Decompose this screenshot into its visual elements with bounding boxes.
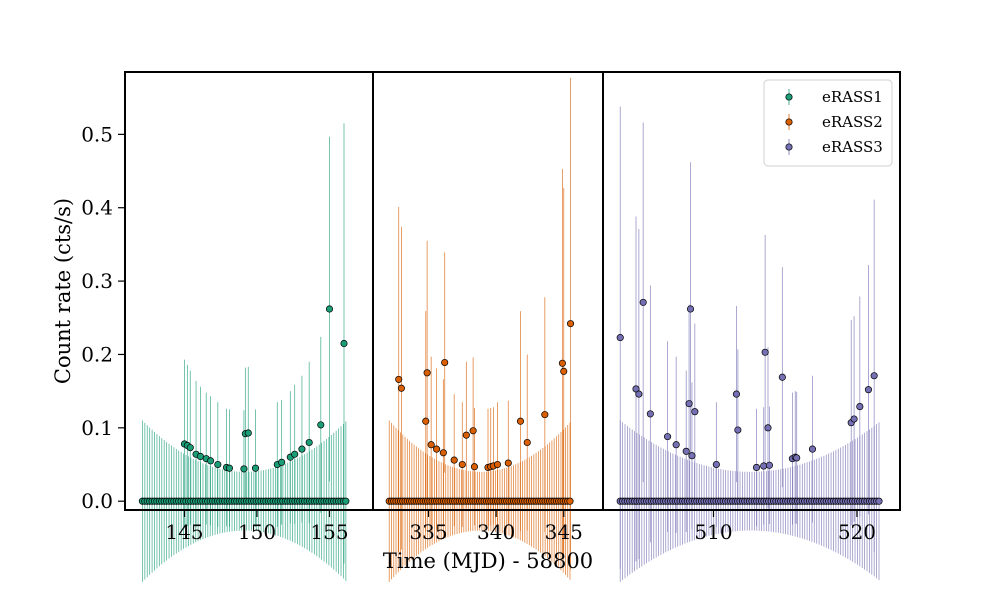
legend-marker bbox=[785, 118, 793, 126]
data-point bbox=[251, 464, 260, 472]
data-point bbox=[450, 456, 458, 464]
data-point bbox=[305, 438, 313, 447]
panels-layer: 145 150 155 335 340 345 510 520 bbox=[124, 71, 901, 582]
data-point bbox=[850, 415, 858, 423]
data-point-zero bbox=[342, 497, 350, 505]
data-point bbox=[317, 421, 325, 429]
data-point-zero bbox=[566, 497, 574, 505]
x-axis-label: Time (MJD) - 58800 bbox=[383, 549, 593, 573]
data-point bbox=[685, 400, 693, 408]
data-point bbox=[433, 445, 441, 453]
data-point-zero bbox=[875, 497, 883, 505]
panel-erass3: 510 520 bbox=[602, 71, 901, 582]
data-point bbox=[732, 390, 740, 398]
x-tick-label: 520 bbox=[838, 520, 876, 544]
x-tick-label: 155 bbox=[310, 520, 348, 544]
legend-label: eRASS2 bbox=[822, 113, 883, 131]
data-point bbox=[439, 449, 447, 457]
data-point bbox=[240, 465, 248, 473]
data-point bbox=[244, 429, 252, 437]
data-point bbox=[646, 410, 654, 418]
y-tick-label: 0.5 bbox=[81, 122, 113, 146]
y-tick-label: 0.1 bbox=[81, 416, 113, 440]
data-point bbox=[734, 426, 742, 434]
data-point bbox=[214, 460, 222, 469]
data-point bbox=[340, 339, 348, 348]
data-point bbox=[298, 445, 306, 453]
x-tick-label: 335 bbox=[409, 520, 447, 544]
data-point bbox=[566, 320, 575, 328]
data-point bbox=[207, 457, 215, 465]
data-point bbox=[516, 417, 525, 425]
legend-label: eRASS3 bbox=[822, 138, 883, 156]
data-point bbox=[325, 305, 334, 313]
data-point bbox=[196, 452, 204, 460]
x-tick-label: 150 bbox=[238, 520, 276, 544]
legend-item-erass1: eRASS1 bbox=[785, 88, 883, 106]
data-point bbox=[560, 367, 568, 375]
data-point bbox=[635, 390, 643, 398]
x-tick-label: 340 bbox=[477, 520, 515, 544]
x-tick-label: 345 bbox=[545, 520, 583, 544]
data-point bbox=[672, 441, 680, 449]
data-point bbox=[688, 452, 696, 460]
y-tick-label: 0.0 bbox=[81, 489, 113, 513]
data-point bbox=[760, 462, 768, 470]
data-point bbox=[395, 375, 403, 383]
data-point bbox=[458, 460, 466, 469]
data-point bbox=[427, 441, 435, 449]
data-point bbox=[441, 358, 449, 367]
data-point bbox=[278, 458, 286, 466]
data-point bbox=[793, 454, 801, 462]
data-point bbox=[808, 445, 817, 453]
data-point bbox=[470, 463, 479, 471]
data-point bbox=[764, 424, 772, 432]
y-tick-label: 0.2 bbox=[81, 342, 113, 366]
data-point bbox=[493, 460, 502, 469]
data-point bbox=[761, 348, 769, 356]
data-point bbox=[504, 459, 512, 467]
data-point bbox=[462, 431, 470, 439]
data-point bbox=[541, 411, 549, 419]
data-point bbox=[423, 369, 431, 377]
legend-item-erass3: eRASS3 bbox=[785, 138, 883, 156]
panel-erass2: 335 340 345 bbox=[372, 71, 604, 582]
panel-erass1: 145 150 155 bbox=[124, 71, 374, 582]
data-point bbox=[186, 444, 194, 452]
data-point bbox=[422, 417, 430, 425]
legend-marker bbox=[785, 93, 793, 101]
legend-item-erass2: eRASS2 bbox=[785, 113, 883, 131]
y-axis-label: Count rate (cts/s) bbox=[51, 198, 75, 384]
data-point bbox=[225, 464, 233, 472]
data-point bbox=[752, 463, 761, 471]
y-tick-label: 0.4 bbox=[81, 196, 113, 220]
data-point bbox=[558, 359, 566, 367]
panel-frame bbox=[602, 71, 901, 511]
data-point bbox=[616, 334, 624, 342]
x-tick-label: 145 bbox=[165, 520, 203, 544]
data-point bbox=[469, 427, 477, 435]
data-point bbox=[397, 384, 405, 392]
data-point bbox=[664, 433, 672, 441]
data-point bbox=[712, 460, 720, 469]
data-point bbox=[639, 298, 647, 306]
data-point bbox=[765, 461, 773, 469]
legend-marker bbox=[785, 143, 793, 151]
legend-box bbox=[763, 79, 893, 167]
y-tick-label: 0.3 bbox=[81, 269, 113, 293]
data-point bbox=[864, 386, 872, 394]
data-point bbox=[523, 438, 531, 447]
data-point bbox=[291, 450, 299, 458]
data-point bbox=[686, 305, 695, 313]
x-tick-label: 510 bbox=[694, 520, 732, 544]
legend-label: eRASS1 bbox=[822, 88, 883, 106]
data-point bbox=[691, 408, 699, 416]
data-point bbox=[870, 372, 878, 380]
y-axis: 0.0 0.1 0.2 0.3 0.4 0.5 bbox=[81, 122, 125, 513]
data-point bbox=[682, 447, 690, 455]
data-point bbox=[856, 403, 864, 411]
legend: eRASS1 eRASS2 eRASS3 bbox=[763, 79, 893, 167]
data-point bbox=[778, 373, 786, 381]
